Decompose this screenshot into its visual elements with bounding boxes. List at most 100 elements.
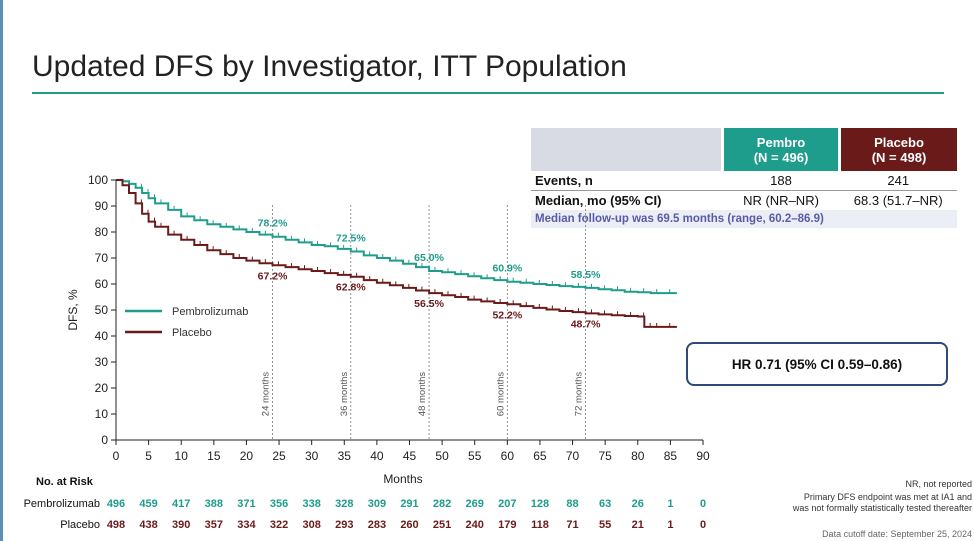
curve-annotation: 48.7% (571, 318, 601, 330)
events-label: Events, n (531, 171, 723, 191)
risk-value: 63 (599, 498, 611, 510)
risk-value: 1 (667, 498, 673, 510)
y-tick-label: 10 (95, 407, 109, 421)
y-tick-label: 100 (88, 173, 108, 187)
risk-value: 283 (368, 519, 386, 531)
curve-annotation: 60.9% (492, 263, 522, 275)
x-tick-label: 30 (305, 449, 319, 463)
y-tick-label: 40 (95, 329, 109, 343)
y-tick-label: 80 (95, 225, 109, 239)
x-tick-label: 0 (113, 449, 120, 463)
footnote-nr: NR, not reported (905, 479, 972, 489)
x-tick-label: 80 (631, 449, 645, 463)
risk-value: 328 (335, 498, 353, 510)
risk-value: 55 (599, 519, 611, 531)
stats-header-row: Pembro (N = 496) Placebo (N = 498) (531, 128, 957, 171)
events-pembro: 188 (722, 171, 840, 191)
risk-row-label-pembrolizumab: Pembrolizumab (24, 498, 100, 510)
x-tick-label: 90 (696, 449, 710, 463)
risk-table-title: No. at Risk (36, 476, 94, 488)
x-tick-label: 15 (207, 449, 221, 463)
pembro-header: Pembro (N = 496) (721, 128, 840, 171)
risk-value: 128 (531, 498, 549, 510)
legend-label-placebo: Placebo (172, 327, 212, 339)
hazard-ratio-text: HR 0.71 (95% CI 0.59–0.86) (731, 356, 903, 372)
risk-value: 118 (531, 519, 549, 531)
risk-row-label-placebo: Placebo (60, 519, 100, 531)
x-tick-label: 25 (272, 449, 286, 463)
x-tick-label: 50 (435, 449, 449, 463)
x-tick-label: 65 (533, 449, 547, 463)
risk-value: 26 (632, 498, 644, 510)
x-tick-label: 75 (598, 449, 612, 463)
survival-curve-pembrolizumab (116, 179, 677, 295)
curve-annotation: 78.2% (258, 218, 288, 230)
x-tick-label: 85 (664, 449, 678, 463)
curve-annotation: 65.0% (414, 252, 444, 264)
stats-header-blank (531, 128, 723, 171)
risk-table: No. at Risk Pembrolizumab Placebo 496 459… (24, 476, 706, 531)
curve-annotation: 67.2% (258, 270, 288, 282)
risk-value: 459 (139, 498, 157, 510)
curve-annotation: 52.2% (492, 309, 522, 321)
legend-label-pembrolizumab: Pembrolizumab (172, 306, 248, 318)
x-tick-label: 5 (145, 449, 152, 463)
risk-value: 0 (700, 519, 706, 531)
followup-text: Median follow-up was 69.5 months (range,… (531, 210, 957, 228)
reference-line-label: 72 months (574, 372, 585, 417)
reference-line-label: 60 months (495, 372, 506, 417)
risk-value: 179 (498, 519, 516, 531)
x-axis-title: Months (383, 472, 422, 486)
median-pembro: NR (NR–NR) (743, 193, 819, 208)
risk-value: 0 (700, 498, 706, 510)
page-title: Updated DFS by Investigator, ITT Populat… (32, 50, 627, 83)
placebo-header-name: Placebo (874, 134, 924, 150)
footnote-primary-line1: Primary DFS endpoint was met at IA1 and (803, 492, 972, 502)
survival-curve-placebo (116, 179, 677, 328)
y-tick-label: 60 (95, 277, 109, 291)
x-tick-label: 10 (175, 449, 189, 463)
risk-value: 309 (368, 498, 386, 510)
reference-line-label: 48 months (417, 372, 428, 417)
chart-legend: Pembrolizumab Placebo (125, 306, 248, 339)
reference-lines: 24 months 36 months 48 months 60 months 72 m… (261, 205, 586, 440)
risk-value: 282 (433, 498, 451, 510)
hazard-ratio-box: HR 0.71 (95% CI 0.59–0.86) (686, 342, 948, 386)
risk-value: 207 (498, 498, 516, 510)
risk-value: 390 (172, 519, 190, 531)
risk-value: 21 (632, 519, 644, 531)
x-tick-label: 55 (468, 449, 482, 463)
median-row: Median, mo (95% CI) NR (NR–NR) 68.3 (51.… (531, 191, 957, 211)
y-tick-label: 50 (95, 303, 109, 317)
risk-value: 498 (107, 519, 125, 531)
risk-value: 240 (466, 519, 484, 531)
curve-annotation: 56.5% (414, 298, 444, 310)
median-label: Median, mo (95% CI) (535, 193, 662, 208)
y-tick-label: 70 (95, 251, 109, 265)
events-placebo: 241 (839, 171, 957, 191)
risk-value: 308 (302, 519, 320, 531)
x-tick-label: 45 (403, 449, 417, 463)
reference-line-label: 24 months (261, 372, 272, 417)
risk-value: 356 (270, 498, 288, 510)
risk-value: 371 (237, 498, 255, 510)
risk-value: 357 (205, 519, 223, 531)
title-underline (32, 92, 944, 94)
risk-value: 260 (400, 519, 418, 531)
x-tick-label: 35 (338, 449, 352, 463)
median-placebo: 68.3 (51.7–NR) (853, 193, 943, 208)
y-tick-label: 20 (95, 381, 109, 395)
pembro-header-name: Pembro (756, 134, 806, 150)
risk-value: 269 (466, 498, 484, 510)
risk-value: 496 (107, 498, 125, 510)
placebo-header-n: (N = 498) (871, 149, 927, 165)
reference-line-label: 36 months (339, 372, 350, 417)
risk-value: 251 (433, 519, 451, 531)
risk-value: 438 (139, 519, 157, 531)
y-tick-label: 0 (101, 433, 108, 447)
risk-value: 71 (566, 519, 578, 531)
curve-annotation: 72.5% (336, 233, 366, 245)
placebo-header: Placebo (N = 498) (838, 128, 957, 171)
risk-value: 322 (270, 519, 288, 531)
